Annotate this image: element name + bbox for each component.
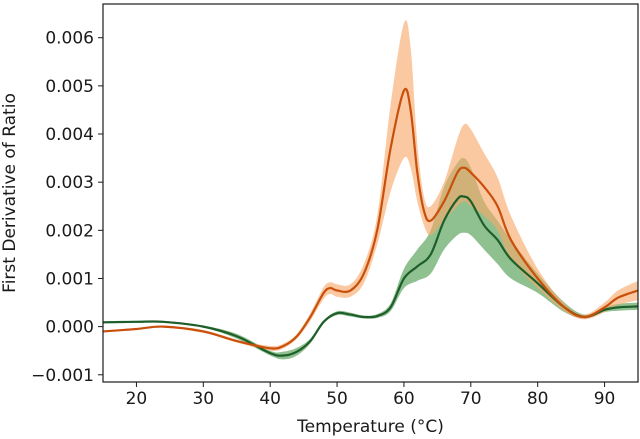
line-orange bbox=[102, 87, 639, 350]
confidence-bands bbox=[103, 20, 638, 360]
x-axis: 20 30 40 50 60 70 80 90 bbox=[126, 382, 616, 409]
x-axis-label: Temperature (°C) bbox=[296, 417, 444, 437]
series-lines bbox=[102, 87, 639, 357]
x-tick-label: 70 bbox=[460, 389, 482, 409]
line-green bbox=[102, 195, 639, 357]
y-tick-label: 0.003 bbox=[45, 173, 94, 193]
y-axis-label: First Derivative of Ratio bbox=[0, 93, 20, 293]
y-tick-label: −0.001 bbox=[31, 366, 94, 386]
x-tick-label: 20 bbox=[126, 389, 148, 409]
x-tick-label: 60 bbox=[393, 389, 415, 409]
x-tick-label: 80 bbox=[527, 389, 549, 409]
x-tick-label: 90 bbox=[594, 389, 616, 409]
y-tick-label: 0.006 bbox=[45, 29, 94, 49]
y-tick-label: 0.001 bbox=[45, 269, 94, 289]
x-tick-label: 40 bbox=[259, 389, 281, 409]
plot-frame bbox=[102, 3, 639, 383]
y-tick-label: 0.002 bbox=[45, 221, 94, 241]
y-tick-label: 0.000 bbox=[45, 318, 94, 338]
x-tick-label: 30 bbox=[192, 389, 214, 409]
y-tick-label: 0.004 bbox=[45, 125, 94, 145]
y-axis: −0.001 0.000 0.001 0.002 0.003 0.004 0.005 0.00… bbox=[31, 29, 103, 386]
y-tick-label: 0.005 bbox=[45, 77, 94, 97]
x-tick-label: 50 bbox=[326, 389, 348, 409]
